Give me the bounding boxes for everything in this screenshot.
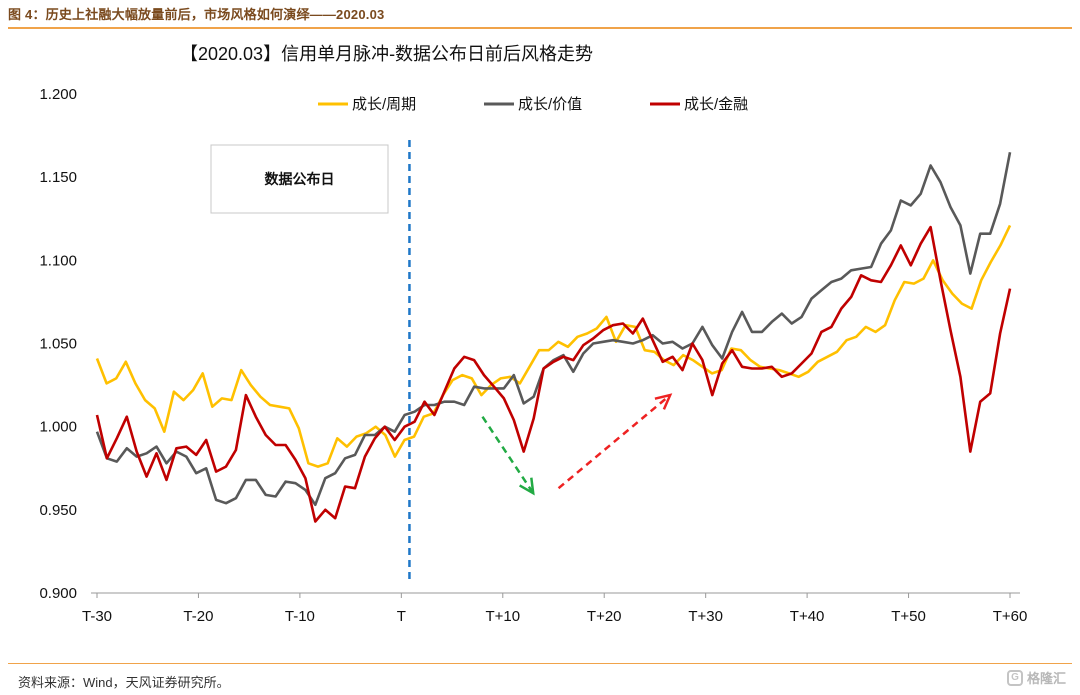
y-tick-label: 1.100 (39, 252, 77, 269)
y-tick-label: 0.950 (39, 502, 77, 519)
figure-caption: 图 4：历史上社融大幅放量前后，市场风格如何演绎——2020.03 (8, 7, 385, 22)
watermark-text: 格隆汇 (1026, 671, 1066, 686)
x-tick-label: T+10 (485, 608, 520, 625)
annotation-label: 数据公布日 (265, 171, 335, 187)
series-line-1 (95, 224, 1012, 468)
y-tick-label: 0.900 (39, 585, 77, 602)
watermark: G 格隆汇 (1006, 668, 1066, 687)
y-tick-label: 1.050 (39, 336, 77, 353)
x-tick-label: T+50 (891, 608, 926, 625)
watermark-logo-icon: G (1006, 669, 1023, 686)
y-axis-ticks: 1.200 1.150 1.100 1.050 1.000 0.950 0.900 (39, 86, 77, 602)
bottom-rule (8, 663, 1072, 664)
x-tick-label: T+60 (993, 608, 1028, 625)
x-tick-label: T+30 (688, 608, 723, 625)
chart-title: 【2020.03】信用单月脉冲-数据公布日前后风格走势 (180, 44, 593, 64)
x-tick-label: T+40 (790, 608, 825, 625)
legend-label: 成长/金融 (684, 96, 748, 113)
x-tick-label: T (397, 608, 406, 625)
y-tick-label: 1.150 (39, 169, 77, 186)
chart: 【2020.03】信用单月脉冲-数据公布日前后风格走势 数据公布日 1.2001… (39, 44, 1027, 625)
annotation-box: 数据公布日 (210, 144, 389, 214)
legend-label: 成长/价值 (518, 96, 582, 113)
x-tick-label: T-30 (82, 608, 112, 625)
legend-entry-2: 成长/价值 (484, 96, 582, 113)
trend-arrows (481, 393, 673, 496)
annotation-frame (210, 144, 389, 214)
trend-arrow-shaft (481, 415, 535, 494)
y-tick-label: 1.000 (39, 419, 77, 436)
trend-arrow-1 (481, 415, 535, 496)
trend-arrow-2 (557, 393, 673, 490)
x-tick-label: T-10 (285, 608, 315, 625)
trend-arrow-shaft (557, 394, 671, 490)
x-tick-label: T-20 (183, 608, 213, 625)
y-tick-label: 1.200 (39, 86, 77, 103)
legend-entry-1: 成长/周期 (318, 96, 416, 113)
series-lines (95, 151, 1012, 523)
trend-arrow-head (519, 477, 535, 496)
source-note: 资料来源：Wind，天风证券研究所。 (18, 675, 230, 690)
x-tick-label: T+20 (587, 608, 622, 625)
trend-arrow-head (654, 393, 673, 410)
series-line-2 (95, 151, 1012, 507)
legend-entry-3: 成长/金融 (650, 96, 748, 113)
top-rule (8, 27, 1072, 29)
series-line-3 (95, 225, 1012, 523)
x-axis-ticks: T-30 T-20 T-10 T T+10 T+20 T+30 T+40 T+50 T+60 (82, 593, 1027, 625)
legend: 成长/周期 成长/价值 成长/金融 (318, 96, 748, 113)
legend-label: 成长/周期 (352, 96, 416, 113)
